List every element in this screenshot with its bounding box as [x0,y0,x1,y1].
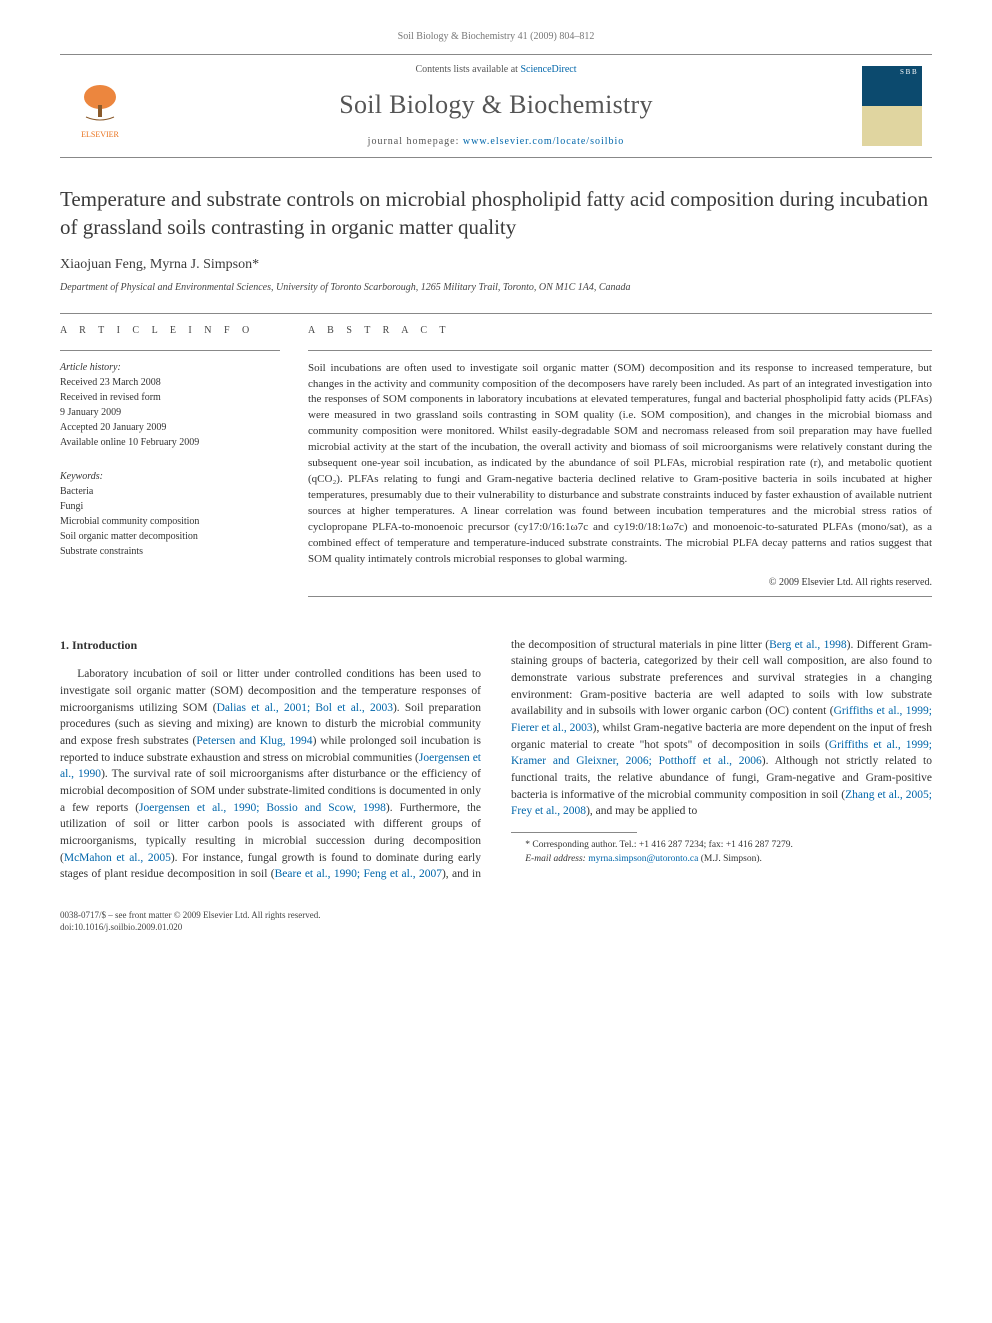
revised-date: 9 January 2009 [60,405,280,420]
keyword: Soil organic matter decomposition [60,529,280,544]
separator [308,350,932,351]
email-link[interactable]: myrna.simpson@utoronto.ca [588,854,698,864]
abstract-copyright: © 2009 Elsevier Ltd. All rights reserved… [308,576,932,590]
homepage-prefix: journal homepage: [368,136,463,147]
revised-label: Received in revised form [60,390,280,405]
publisher-name: ELSEVIER [81,129,119,140]
article-history: Article history: Received 23 March 2008 … [60,361,280,450]
corresponding-author-footnote: * Corresponding author. Tel.: +1 416 287… [511,839,932,853]
article-title: Temperature and substrate controls on mi… [60,186,932,241]
accepted-date: Accepted 20 January 2009 [60,420,280,435]
separator [308,596,932,597]
header-citation: Soil Biology & Biochemistry 41 (2009) 80… [60,30,932,44]
authors: Xiaojuan Feng, Myrna J. Simpson* [60,255,932,275]
meta-grid: A R T I C L E I N F O Article history: R… [60,324,932,607]
footnote-separator [511,832,637,833]
contents-prefix: Contents lists available at [415,64,520,75]
abstract-block: A B S T R A C T Soil incubations are oft… [308,324,932,607]
received-date: Received 23 March 2008 [60,375,280,390]
homepage-line: journal homepage: www.elsevier.com/locat… [146,135,846,149]
separator [60,313,932,314]
affiliation: Department of Physical and Environmental… [60,281,932,295]
keyword: Bacteria [60,484,280,499]
citation-link[interactable]: Joergensen et al., 1990; Bossio and Scow… [139,802,386,814]
section-heading-introduction: 1. Introduction [60,637,481,654]
body-columns: 1. Introduction Laboratory incubation of… [60,637,932,883]
email-footnote: E-mail address: myrna.simpson@utoronto.c… [511,853,932,867]
citation-link[interactable]: McMahon et al., 2005 [64,852,171,864]
keywords-label: Keywords: [60,470,280,484]
issn-line: 0038-0717/$ – see front matter © 2009 El… [60,909,932,922]
citation-link[interactable]: Berg et al., 1998 [769,639,847,651]
abstract-label: A B S T R A C T [308,324,932,338]
keywords-block: Keywords: Bacteria Fungi Microbial commu… [60,470,280,559]
keyword: Fungi [60,499,280,514]
elsevier-tree-icon [76,81,124,129]
journal-bar: ELSEVIER Contents lists available at Sci… [60,54,932,158]
homepage-link[interactable]: www.elsevier.com/locate/soilbio [463,136,624,147]
email-label: E-mail address: [525,854,588,864]
keyword: Substrate constraints [60,544,280,559]
citation-link[interactable]: Dalias et al., 2001; Bol et al., 2003 [217,702,393,714]
contents-line: Contents lists available at ScienceDirec… [146,63,846,77]
journal-info: Contents lists available at ScienceDirec… [146,63,846,149]
article-info-block: A R T I C L E I N F O Article history: R… [60,324,280,607]
cover-abbrev: S B B [900,68,920,78]
elsevier-logo: ELSEVIER [70,72,130,140]
journal-name: Soil Biology & Biochemistry [146,87,846,123]
separator [60,350,280,351]
history-label: Article history: [60,362,121,373]
email-suffix: (M.J. Simpson). [698,854,762,864]
citation-link[interactable]: Beare et al., 1990; Feng et al., 2007 [275,868,442,880]
online-date: Available online 10 February 2009 [60,435,280,450]
page-footer: 0038-0717/$ – see front matter © 2009 El… [60,909,932,934]
text: ), and may be applied to [586,805,697,817]
journal-cover-thumbnail: S B B [862,66,922,146]
sciencedirect-link[interactable]: ScienceDirect [520,64,576,75]
article-info-label: A R T I C L E I N F O [60,324,280,338]
citation-link[interactable]: Petersen and Klug, 1994 [196,735,312,747]
keyword: Microbial community composition [60,514,280,529]
abstract-text: Soil incubations are often used to inves… [308,361,932,568]
doi-line: doi:10.1016/j.soilbio.2009.01.020 [60,921,932,934]
